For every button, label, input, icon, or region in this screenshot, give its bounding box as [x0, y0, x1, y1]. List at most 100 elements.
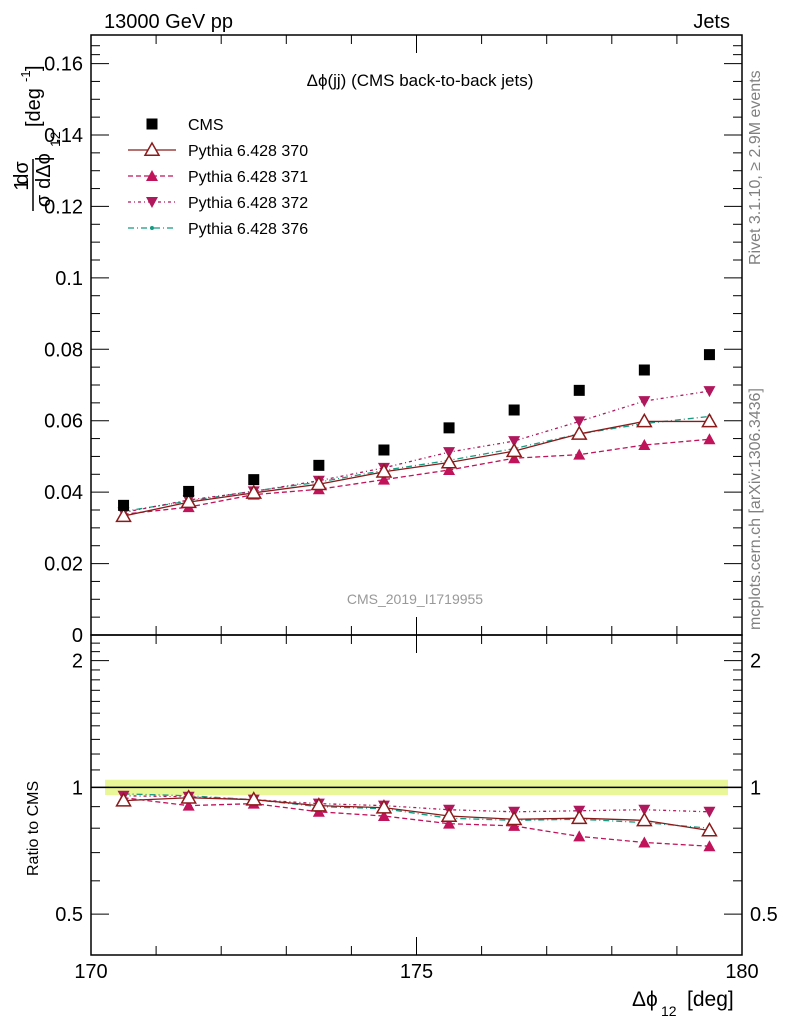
data-point-cms [638, 364, 650, 376]
data-point-p370 [245, 791, 263, 806]
data-point-p371 [703, 433, 716, 445]
data-point-p372 [703, 386, 716, 398]
legend: CMS Pythia 6.428 370 Pythia 6.428 371 Pythi… [128, 117, 308, 238]
data-point-p370 [180, 493, 197, 509]
series-line-p370 [123, 420, 710, 517]
data-point-p370 [505, 442, 523, 458]
y-tick-label: 0.12 [44, 196, 83, 218]
data-point-p370 [701, 412, 718, 428]
ylabel-frac-top: 1 [11, 179, 33, 190]
data-point-p371 [703, 840, 716, 852]
data-point-cms [703, 349, 715, 361]
process-label: Jets [693, 11, 730, 33]
legend-entry-p372: Pythia 6.428 372 [128, 195, 308, 212]
rivet-label: Rivet 3.1.10, ≥ 2.9M events [747, 70, 764, 265]
ylabel-unit-sup: -1 [18, 70, 33, 82]
data-point-p371 [377, 473, 390, 485]
legend-label-p370: Pythia 6.428 370 [188, 143, 308, 160]
series-line-p371 [123, 797, 710, 847]
series-line-p376 [123, 415, 710, 513]
ratio-y-axis-label: Ratio to CMS [25, 781, 42, 876]
data-point-p371 [508, 452, 521, 464]
data-point-p371 [638, 836, 651, 848]
data-point-cms [508, 404, 520, 416]
legend-label-p372: Pythia 6.428 372 [188, 195, 308, 212]
legend-label-p376: Pythia 6.428 376 [188, 221, 308, 238]
data-point-p370 [570, 425, 588, 440]
ratio-y-tick-label: 2 [72, 651, 83, 673]
data-point-p372 [508, 436, 521, 448]
data-point-p371 [573, 448, 586, 460]
analysis-id: CMS_2019_I1719955 [347, 591, 483, 607]
data-point-cms [313, 459, 325, 471]
data-point-p370 [505, 810, 523, 826]
legend-entry-p376: Pythia 6.428 376 [128, 221, 308, 238]
data-point-p372 [703, 806, 716, 818]
legend-entry-p371: Pythia 6.428 371 [128, 169, 308, 186]
xlabel-unit: [deg] [687, 988, 734, 1011]
legend-marker-cms [146, 118, 158, 130]
data-point-p370 [115, 792, 132, 807]
series-line-p372 [123, 390, 710, 514]
y-tick-label: 0.16 [44, 54, 83, 76]
mcplots-label: mcplots.cern.ch [arXiv:1306.3436] [747, 388, 764, 630]
main-panel: 0 0.02 0.04 0.06 0.08 0.1 0.12 0.14 0.16 [44, 34, 743, 647]
data-point-p370 [570, 809, 588, 825]
y-tick-label: 0.06 [44, 411, 83, 433]
data-point-p370 [115, 507, 132, 523]
data-point-p372 [573, 416, 586, 428]
ratio-y-tick-label-right: 1 [750, 777, 761, 799]
data-point-p371 [573, 830, 586, 842]
data-point-p370 [180, 789, 197, 804]
y-tick-label: 0.14 [44, 125, 83, 147]
ratio-panel: 0.5 0.5 1 1 2 2 170 175 180 [55, 634, 778, 983]
series-main-cms [118, 349, 715, 511]
data-point-p371 [508, 819, 521, 831]
plot-title: Δϕ(jj) (CMS back-to-back jets) [307, 71, 534, 90]
ratio-y-tick-label: 0.5 [55, 904, 83, 926]
y-tick-label: 0 [72, 625, 83, 647]
ratio-y-tick-label: 1 [72, 777, 83, 799]
data-point-p370 [310, 797, 328, 812]
series-ratio-p370 [115, 789, 718, 837]
data-point-p370 [310, 475, 328, 491]
xlabel-sub: 12 [661, 1003, 677, 1019]
legend-entry-cms: CMS [146, 117, 224, 134]
data-point-p372 [638, 396, 651, 408]
ratio-y-tick-label-right: 2 [750, 651, 761, 673]
legend-label-cms: CMS [188, 117, 224, 134]
ylabel-frac-bottom: σ [33, 194, 55, 207]
data-point-cms [248, 474, 260, 486]
series-main-p370 [115, 412, 718, 523]
data-point-p370 [701, 821, 718, 837]
y-tick-label: 0.08 [44, 339, 83, 361]
y-tick-label: 0.02 [44, 554, 83, 576]
data-point-p372 [443, 447, 456, 459]
legend-marker-p370 [143, 141, 161, 156]
main-y-axis-label: 1 σ dσ dΔϕ 12 [deg -1 ] [11, 65, 63, 211]
data-point-p370 [636, 412, 653, 428]
data-point-p371 [182, 799, 195, 811]
ylabel-unit: [deg [23, 88, 45, 127]
data-point-p372 [638, 804, 651, 816]
data-point-p370 [636, 811, 653, 827]
data-point-cms [183, 485, 195, 497]
x-tick-label: 175 [400, 961, 433, 983]
x-axis-label: Δϕ 12 [deg] [632, 988, 734, 1019]
legend-entry-p370: Pythia 6.428 370 [128, 141, 308, 160]
xlabel-main: Δϕ [632, 988, 658, 1011]
data-point-p371 [377, 810, 390, 822]
data-point-cms [443, 422, 455, 434]
legend-marker-p371 [146, 170, 158, 181]
ylabel-close: ] [23, 65, 45, 71]
energy-label: 13000 GeV pp [104, 11, 233, 33]
legend-marker-p372 [146, 197, 158, 208]
data-point-p371 [443, 817, 456, 829]
ylabel-sub: 12 [47, 131, 63, 147]
y-tick-label: 0.04 [44, 482, 83, 504]
data-point-cms [573, 384, 585, 396]
series-line-p371 [123, 438, 710, 515]
x-tick-label: 180 [725, 961, 758, 983]
data-point-p371 [638, 439, 651, 450]
